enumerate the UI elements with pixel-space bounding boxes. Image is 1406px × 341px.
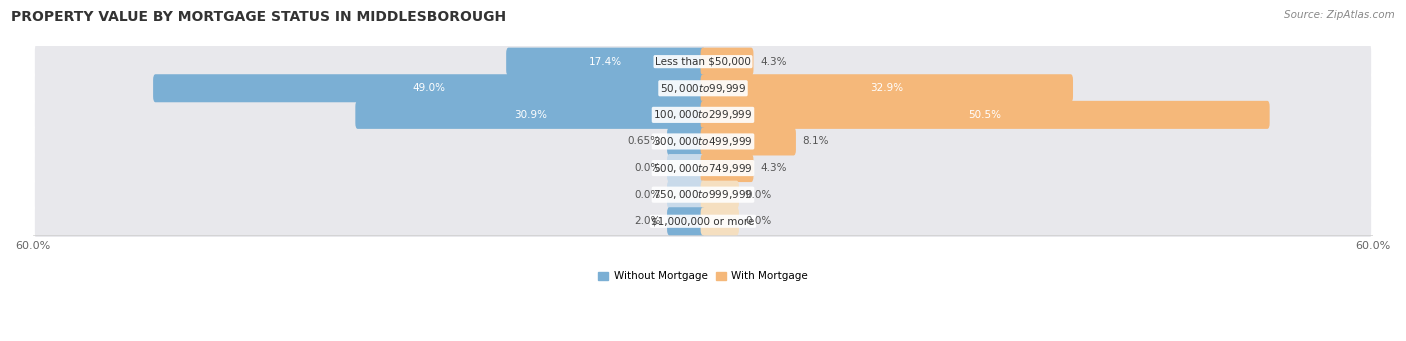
Text: 0.65%: 0.65% (627, 136, 661, 146)
FancyBboxPatch shape (35, 122, 1371, 160)
FancyBboxPatch shape (700, 181, 740, 209)
Text: $500,000 to $749,999: $500,000 to $749,999 (654, 162, 752, 175)
FancyBboxPatch shape (666, 181, 706, 209)
Text: $50,000 to $99,999: $50,000 to $99,999 (659, 82, 747, 95)
FancyBboxPatch shape (666, 207, 706, 235)
Text: Source: ZipAtlas.com: Source: ZipAtlas.com (1284, 10, 1395, 20)
FancyBboxPatch shape (356, 101, 706, 129)
FancyBboxPatch shape (700, 48, 754, 76)
Text: 0.0%: 0.0% (634, 190, 661, 200)
Text: 17.4%: 17.4% (589, 57, 623, 66)
FancyBboxPatch shape (666, 128, 706, 155)
Text: $100,000 to $299,999: $100,000 to $299,999 (654, 108, 752, 121)
FancyBboxPatch shape (35, 176, 1371, 213)
Text: 0.0%: 0.0% (745, 216, 772, 226)
Text: 4.3%: 4.3% (761, 163, 786, 173)
FancyBboxPatch shape (35, 69, 1371, 107)
FancyBboxPatch shape (700, 101, 1270, 129)
Text: 50.5%: 50.5% (969, 110, 1001, 120)
Text: Less than $50,000: Less than $50,000 (655, 57, 751, 66)
FancyBboxPatch shape (700, 207, 740, 235)
FancyBboxPatch shape (35, 96, 1371, 134)
Text: 2.0%: 2.0% (634, 216, 661, 226)
Text: 0.0%: 0.0% (634, 163, 661, 173)
FancyBboxPatch shape (35, 43, 1371, 80)
FancyBboxPatch shape (666, 154, 706, 182)
Text: 49.0%: 49.0% (413, 83, 446, 93)
Legend: Without Mortgage, With Mortgage: Without Mortgage, With Mortgage (593, 267, 813, 286)
Text: 0.0%: 0.0% (745, 190, 772, 200)
Text: 32.9%: 32.9% (870, 83, 904, 93)
FancyBboxPatch shape (153, 74, 706, 102)
FancyBboxPatch shape (700, 74, 1073, 102)
Text: 30.9%: 30.9% (513, 110, 547, 120)
Text: PROPERTY VALUE BY MORTGAGE STATUS IN MIDDLESBOROUGH: PROPERTY VALUE BY MORTGAGE STATUS IN MID… (11, 10, 506, 24)
FancyBboxPatch shape (700, 154, 754, 182)
Text: $300,000 to $499,999: $300,000 to $499,999 (654, 135, 752, 148)
Text: 8.1%: 8.1% (803, 136, 830, 146)
FancyBboxPatch shape (35, 149, 1371, 187)
Text: 4.3%: 4.3% (761, 57, 786, 66)
Text: $750,000 to $999,999: $750,000 to $999,999 (654, 188, 752, 201)
FancyBboxPatch shape (35, 202, 1371, 240)
Text: $1,000,000 or more: $1,000,000 or more (651, 216, 755, 226)
FancyBboxPatch shape (506, 48, 706, 76)
FancyBboxPatch shape (700, 128, 796, 155)
